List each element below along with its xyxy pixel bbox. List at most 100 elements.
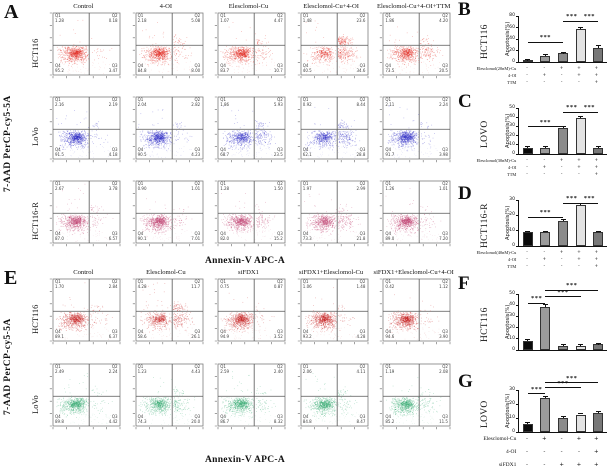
quadrant-name: Q4 <box>385 329 392 334</box>
quadrant-value: 1.70 <box>55 283 64 289</box>
scatter-canvas <box>289 362 373 447</box>
quadrant-value: 94.9 <box>220 333 230 339</box>
condition-row: Elesclomol-Cu - + - + + <box>471 436 605 442</box>
quadrant-value: 90.5 <box>137 151 147 157</box>
error-bar-cap <box>525 339 531 341</box>
bar <box>558 128 568 154</box>
quadrant-name: Q1 <box>220 279 226 284</box>
cell-line-label: HCT116-R <box>480 203 490 249</box>
quadrant-name: Q2 <box>442 279 448 284</box>
quadrant-label-q1: Q1 1.70 <box>55 279 64 290</box>
quadrant-label-q1: Q1 1.23 <box>137 364 147 375</box>
quadrant-name: Q1 <box>137 97 144 102</box>
condition-row: 4-OI - + - + + <box>471 257 605 262</box>
condition-value: - <box>543 66 546 71</box>
quadrant-value: 1.12 <box>439 283 448 289</box>
quadrant-label-q3: Q3 4.42 <box>109 414 118 425</box>
condition-value: + <box>594 250 599 255</box>
flow-plot: Q1 1.48 Q2 23.6 Q4 40.5 Q3 34.6 <box>289 11 373 95</box>
y-tick <box>516 327 519 329</box>
flow-plot: Q1 2.49 Q2 2.24 Q4 89.8 Q3 4.42 <box>42 362 125 447</box>
quadrant-name: Q1 <box>220 181 226 186</box>
quadrant-label-q3: Q3 4.18 <box>109 147 118 158</box>
bar <box>540 398 551 432</box>
quadrant-value: 1.97 <box>302 185 312 191</box>
error-bar-cap <box>595 44 601 46</box>
quadrant-value: 8.47 <box>356 418 366 424</box>
significance-stars: *** <box>539 34 552 42</box>
quadrant-name: Q3 <box>194 231 201 236</box>
y-tick-label: 50 <box>509 105 515 110</box>
quadrant-label-q1: Q1 1.26 <box>385 181 394 192</box>
condition-value: - <box>525 436 528 442</box>
significance-stars: *** <box>566 282 578 290</box>
quadrant-name: Q4 <box>385 414 392 419</box>
y-tick-label: 10 <box>509 141 515 147</box>
quadrant-value: 73.3 <box>302 235 312 241</box>
quadrant-name: Q2 <box>359 279 366 284</box>
quadrant-name: Q4 <box>220 147 226 152</box>
quadrant-value: 1.01 <box>191 185 201 191</box>
quadrant-value: 58.6 <box>137 333 147 339</box>
quadrant-label-q1: Q1 1.28 <box>220 181 229 192</box>
flow-plot: Q1 2.18 Q2 5.08 Q4 84.8 Q3 8.00 <box>124 11 208 95</box>
bar <box>575 414 586 432</box>
scatter-canvas <box>207 95 291 179</box>
quadrant-name: Q1 <box>302 13 309 18</box>
quadrant-label-q1: Q1 1.86 <box>385 13 394 24</box>
quadrant-label-q4: Q4 85.2 <box>385 414 394 425</box>
y-tick-label: 30 <box>509 387 515 392</box>
quadrant-value: 0.87 <box>273 283 283 289</box>
y-tick <box>516 230 519 232</box>
condition-value: - <box>526 72 528 78</box>
bar-plot: Apoptosis(%) 0 20 40 60 80 *** *** *** Elesclomol… <box>477 13 607 85</box>
quadrant-name: Q3 <box>194 329 201 334</box>
flow-plot: Q1 4.28 Q2 11.7 Q4 58.6 Q3 26.1 <box>124 277 208 362</box>
quadrant-label-q1: Q1 2.18 <box>137 13 147 24</box>
quadrant-name: Q4 <box>385 147 392 152</box>
quadrant-label-q3: Q3 3.98 <box>439 147 448 158</box>
quadrant-name: Q1 <box>137 364 144 369</box>
quadrant-label-q3: Q3 7.20 <box>439 231 448 242</box>
quadrant-value: 8.44 <box>356 101 366 107</box>
quadrant-value: 2.18 <box>137 17 147 23</box>
quadrant-value: 10.7 <box>273 67 283 73</box>
quadrant-name: Q2 <box>194 181 201 186</box>
quadrant-value: 89.0 <box>385 235 395 241</box>
quadrant-label-q2: Q2 2.82 <box>191 97 200 108</box>
quadrant-label-q2: Q2 8.44 <box>356 97 366 108</box>
quadrant-name: Q3 <box>359 231 366 236</box>
condition-value: + <box>577 250 581 255</box>
quadrant-label-q4: Q4 82.0 <box>220 231 229 242</box>
quadrant-label-q3: Q3 15.2 <box>274 231 283 242</box>
quadrant-label-q3: Q3 28.8 <box>356 147 365 158</box>
quadrant-name: Q2 <box>194 364 201 369</box>
error-bar-cap <box>525 230 531 232</box>
quadrant-label-q2: Q2 2.24 <box>439 97 448 108</box>
quadrant-name: Q1 <box>137 13 144 18</box>
flow-plot: Q1 0.75 Q2 0.87 Q4 94.9 Q3 3.52 <box>207 277 291 362</box>
quadrant-name: Q2 <box>111 181 118 186</box>
quadrant-value: 74.3 <box>137 418 147 424</box>
condition-value: + <box>594 164 599 170</box>
quadrant-name: Q3 <box>442 63 448 68</box>
quadrant-value: 89.8 <box>55 418 64 424</box>
quadrant-label-q1: Q1 1.86 <box>220 97 229 108</box>
quadrant-value: 2.67 <box>55 185 64 191</box>
condition-value: - <box>525 449 528 455</box>
quadrant-label-q4: Q4 73.5 <box>385 63 394 74</box>
quadrant-value: 20.0 <box>191 418 201 424</box>
y-tick <box>516 199 519 201</box>
quadrant-name: Q4 <box>220 414 226 419</box>
significance-stars: *** <box>566 13 578 21</box>
significance-stars: *** <box>530 385 543 393</box>
quadrant-value: 87.0 <box>55 235 64 241</box>
significance-line <box>527 126 563 128</box>
condition-value: - <box>526 66 528 71</box>
quadrant-label-q3: Q3 20.0 <box>191 414 201 425</box>
quadrant-label-q4: Q4 86.7 <box>220 414 229 425</box>
quadrant-name: Q3 <box>111 414 118 419</box>
quadrant-label-q1: Q1 4.28 <box>138 279 147 290</box>
condition-value: + <box>577 158 581 163</box>
condition-value: + <box>577 256 581 262</box>
